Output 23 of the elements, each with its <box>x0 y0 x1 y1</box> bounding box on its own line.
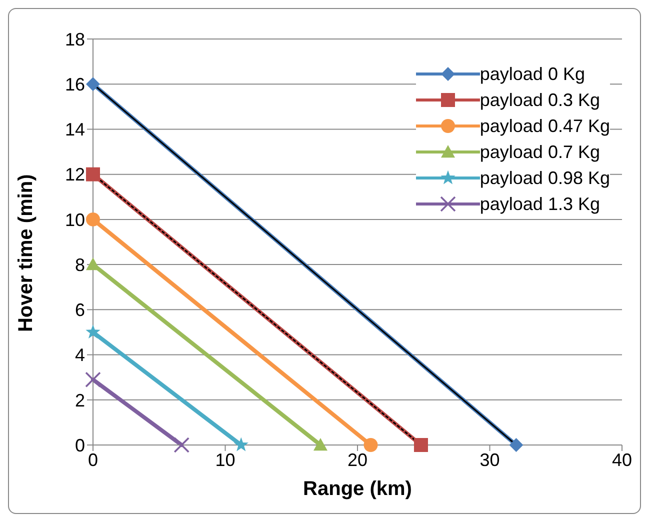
y-tick-label: 16 <box>64 74 85 94</box>
x-tick-label: 30 <box>480 450 500 470</box>
x-tick-label: 0 <box>88 450 98 470</box>
y-tick-label: 14 <box>64 120 85 140</box>
x-tick-label: 10 <box>215 450 236 470</box>
x-tick-label: 40 <box>612 450 632 470</box>
legend-label: payload 0.7 Kg <box>480 142 600 162</box>
legend-label: payload 0.47 Kg <box>480 116 610 136</box>
y-tick-label: 10 <box>64 210 85 230</box>
legend-label: payload 0.98 Kg <box>480 168 610 188</box>
y-tick-label: 6 <box>74 300 85 320</box>
y-tick-label: 2 <box>74 390 85 410</box>
y-tick-label: 18 <box>64 29 85 50</box>
y-tick-label: 8 <box>74 254 85 275</box>
y-tick-label: 0 <box>74 435 85 456</box>
y-axis-title: Hover time (min) <box>15 174 38 332</box>
y-tick-label: 12 <box>64 164 85 185</box>
x-axis-title: Range (km) <box>303 478 412 500</box>
legend-label: payload 1.3 Kg <box>480 194 600 214</box>
x-tick-label: 20 <box>347 450 368 470</box>
legend-label: payload 0 Kg <box>480 64 585 84</box>
y-tick-label: 4 <box>74 345 85 366</box>
legend-label: payload 0.3 Kg <box>480 90 600 110</box>
